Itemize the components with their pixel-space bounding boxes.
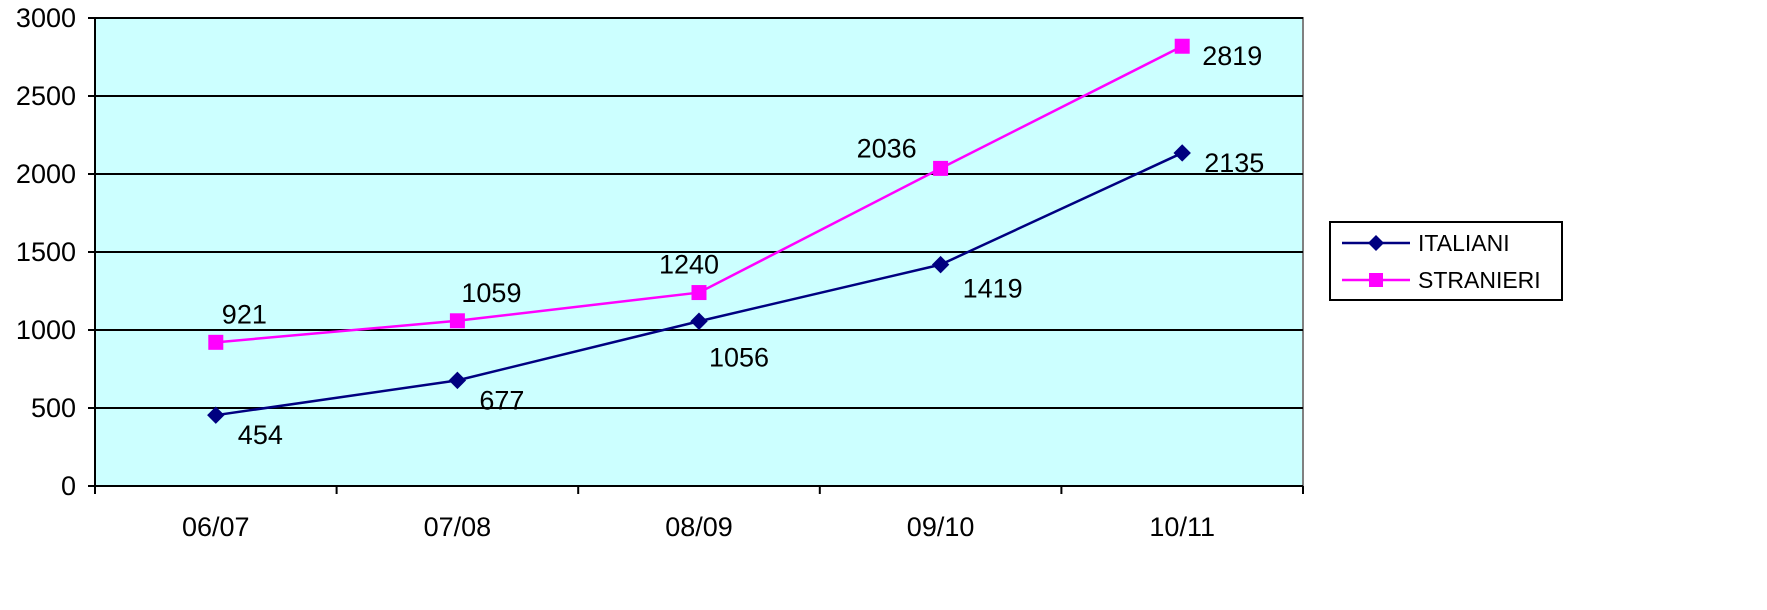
- y-tick-label: 3000: [16, 3, 76, 33]
- y-tick-label: 2500: [16, 81, 76, 111]
- y-tick-label: 0: [61, 471, 76, 501]
- legend-marker: [1368, 235, 1384, 251]
- data-label: 1240: [659, 250, 719, 280]
- x-tick-label: 07/08: [424, 512, 492, 542]
- data-point-marker: [1173, 144, 1191, 162]
- x-tick-label: 09/10: [907, 512, 975, 542]
- x-tick-label: 10/11: [1149, 512, 1215, 542]
- data-point-marker: [931, 255, 950, 274]
- x-tick-label: 06/07: [182, 512, 250, 542]
- legend-label: ITALIANI: [1418, 230, 1510, 256]
- data-point-marker: [690, 312, 708, 330]
- data-label: 677: [479, 385, 524, 415]
- y-tick-label: 500: [31, 393, 76, 423]
- data-point-marker: [208, 334, 224, 350]
- y-tick-label: 1000: [16, 315, 76, 345]
- data-label: 2819: [1202, 41, 1262, 71]
- data-point-marker: [207, 406, 225, 424]
- data-labels: 454 677 1056 1419 2135 921 1059 1240 2036 2819: [222, 41, 1264, 450]
- grid-lines: [95, 17, 1303, 409]
- series-group: [207, 38, 1191, 424]
- data-label: 1059: [461, 278, 521, 308]
- y-tick-label: 1500: [16, 237, 76, 267]
- legend: ITALIANI STRANIERI: [1329, 221, 1563, 301]
- legend-box: [1329, 221, 1563, 301]
- data-label: 1419: [963, 274, 1023, 304]
- data-label: 1056: [709, 342, 769, 372]
- data-point-marker: [933, 160, 949, 176]
- data-point-marker: [1174, 38, 1190, 54]
- data-point-marker: [449, 313, 465, 329]
- data-point-marker: [448, 371, 467, 390]
- data-label: 2135: [1204, 148, 1264, 178]
- legend-label: STRANIERI: [1418, 267, 1541, 293]
- data-label: 2036: [857, 133, 917, 163]
- y-tick-label: 2000: [16, 159, 76, 189]
- data-label: 454: [238, 420, 283, 450]
- x-tick-label: 08/09: [665, 512, 733, 542]
- axes: 0 500 1000 1500 2000 2500 3000 06/07 07/08 08/09 0…: [16, 3, 1304, 542]
- data-point-marker: [691, 285, 707, 301]
- data-label: 921: [222, 299, 267, 329]
- legend-marker: [1369, 273, 1383, 287]
